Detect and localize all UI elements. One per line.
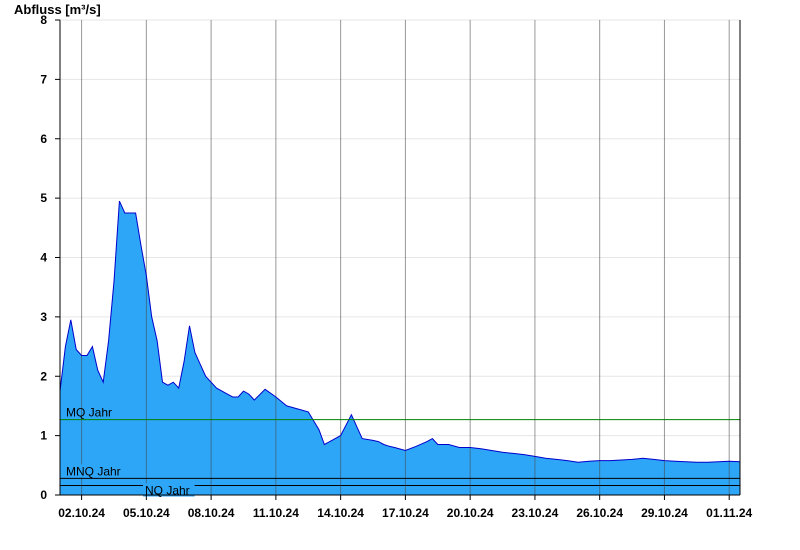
x-tick-label: 01.11.24 xyxy=(706,506,752,520)
x-tick-label: 11.10.24 xyxy=(253,506,299,520)
discharge-area xyxy=(60,201,740,495)
x-tick-label: 23.10.24 xyxy=(512,506,559,520)
series-layer xyxy=(59,20,741,495)
y-tick-label: 7 xyxy=(40,72,47,86)
x-tick-label: 02.10.24 xyxy=(58,506,105,520)
y-tick-label: 4 xyxy=(40,251,47,265)
y-tick-label: 3 xyxy=(40,310,47,324)
reference-lines: MQ Jahr MNQ Jahr NQ Jahr xyxy=(60,406,740,498)
y-tick-label: 2 xyxy=(40,369,47,383)
reference-label: MNQ Jahr xyxy=(66,464,121,478)
x-tick-label: 08.10.24 xyxy=(188,506,235,520)
reference-label: NQ Jahr xyxy=(145,484,190,498)
x-tick-label: 29.10.24 xyxy=(641,506,688,520)
y-tick-label: 6 xyxy=(40,132,47,146)
reference-label: MQ Jahr xyxy=(66,406,112,420)
x-tick-label: 20.10.24 xyxy=(447,506,494,520)
axes: 0 1 2 3 4 5 6 7 8 02.10.24 05.10.24 08.10.24 11.10.2… xyxy=(40,13,752,520)
x-tick-label: 17.10.24 xyxy=(382,506,429,520)
y-tick-label: 0 xyxy=(40,488,47,502)
x-tick-label: 14.10.24 xyxy=(317,506,364,520)
reference-label-bg xyxy=(143,483,195,497)
x-tick-label: 05.10.24 xyxy=(123,506,170,520)
discharge-line xyxy=(59,200,741,463)
y-tick-label: 1 xyxy=(40,429,47,443)
grid xyxy=(60,19,740,437)
y-axis-title: Abfluss [m³/s] xyxy=(14,2,101,17)
reference-label-bg xyxy=(64,464,123,478)
y-tick-label: 5 xyxy=(40,191,47,205)
y-tick-label: 8 xyxy=(40,13,47,27)
x-tick-label: 26.10.24 xyxy=(576,506,623,520)
